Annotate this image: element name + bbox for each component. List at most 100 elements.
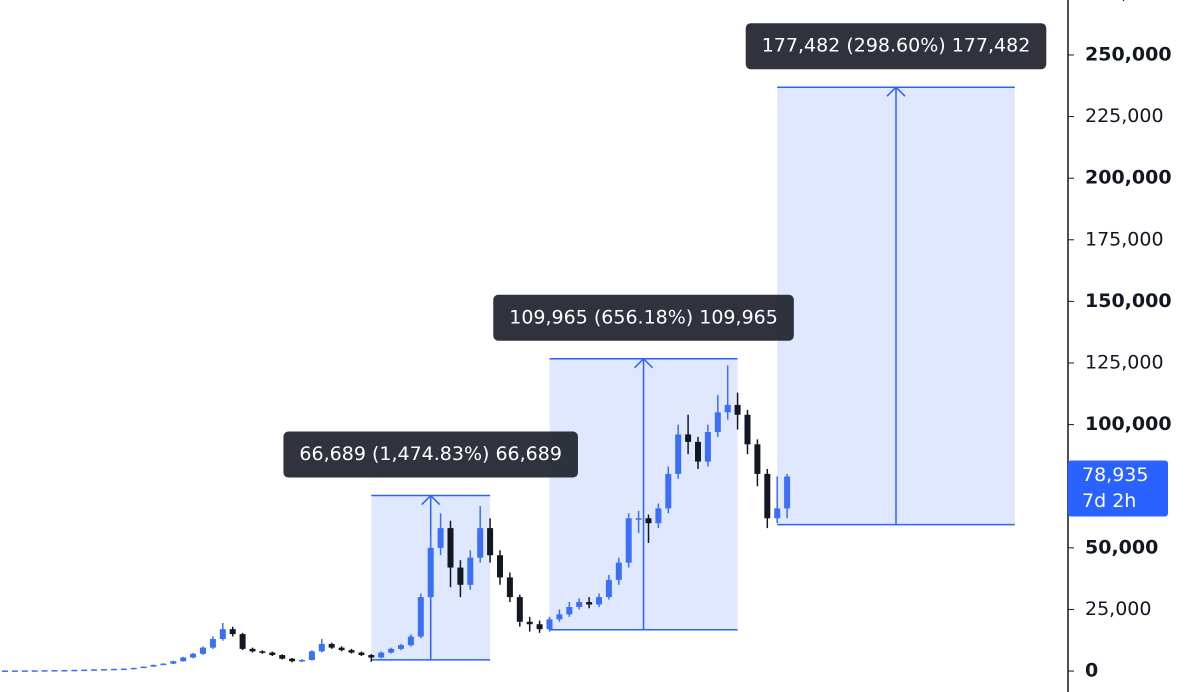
candle-body bbox=[645, 518, 652, 524]
candle-body bbox=[249, 648, 256, 652]
candle-body bbox=[348, 650, 355, 653]
last-price-label: 78,935 bbox=[1082, 464, 1148, 486]
arrow-head bbox=[886, 86, 906, 97]
candle-body bbox=[130, 667, 137, 670]
measure-label-bg bbox=[283, 431, 578, 478]
countdown-label: 7d 2h bbox=[1082, 490, 1136, 512]
candle-body bbox=[724, 404, 731, 413]
candle-body bbox=[516, 597, 523, 622]
candle-body bbox=[289, 658, 296, 662]
candle-body bbox=[576, 602, 583, 607]
measure-label: 109,965 (656.18%) 109,965 bbox=[509, 306, 778, 328]
candle-body bbox=[487, 528, 494, 556]
candle-body bbox=[101, 669, 107, 671]
candle-body bbox=[200, 647, 206, 654]
candle-body bbox=[497, 555, 503, 578]
candle-body bbox=[398, 645, 404, 649]
candle-body bbox=[556, 614, 563, 620]
candle-body bbox=[279, 655, 286, 659]
candle-body bbox=[635, 518, 642, 520]
candle-body bbox=[447, 528, 454, 568]
candle-body bbox=[566, 606, 573, 615]
last-price-tag bbox=[1068, 460, 1168, 517]
candle-body bbox=[764, 473, 771, 519]
candle-body bbox=[586, 602, 593, 605]
candle-body bbox=[536, 624, 543, 630]
candle-body bbox=[506, 577, 513, 598]
candle-body bbox=[71, 669, 78, 672]
y-tick-label: 50,000 bbox=[1085, 536, 1158, 558]
arrow-head bbox=[421, 494, 441, 506]
candle-body bbox=[91, 669, 98, 671]
candle-body bbox=[655, 508, 662, 524]
candle-body bbox=[596, 597, 602, 605]
candle-body bbox=[526, 621, 533, 625]
candle-body bbox=[378, 652, 385, 658]
y-tick-label: 250,000 bbox=[1085, 43, 1172, 65]
candle-body bbox=[457, 567, 464, 585]
measure-label-bg bbox=[493, 294, 794, 341]
candle-body bbox=[685, 434, 692, 442]
candle-body bbox=[417, 597, 424, 637]
arrow-head bbox=[634, 357, 654, 369]
y-tick-label: 275,000 bbox=[1085, 0, 1164, 4]
candle-body bbox=[81, 669, 88, 672]
candle-body bbox=[299, 659, 305, 662]
candle-body bbox=[665, 473, 672, 509]
candle-body bbox=[625, 518, 632, 563]
candle-body bbox=[120, 668, 127, 671]
candle-body bbox=[41, 670, 48, 672]
candle-body bbox=[695, 441, 701, 462]
y-tick-label: 25,000 bbox=[1085, 598, 1151, 620]
candle-body bbox=[180, 657, 187, 662]
y-tick-label: 200,000 bbox=[1085, 167, 1172, 189]
candle-body bbox=[160, 663, 167, 666]
candle-body bbox=[219, 629, 226, 640]
candle-body bbox=[714, 412, 721, 433]
candle-body bbox=[110, 668, 117, 671]
candle-body bbox=[338, 647, 345, 651]
candle-body bbox=[427, 547, 434, 598]
candle-body bbox=[308, 651, 315, 660]
candle-body bbox=[229, 629, 236, 635]
candle-body bbox=[368, 655, 375, 658]
candle-body bbox=[328, 643, 335, 648]
candle-body bbox=[704, 432, 711, 462]
candle-body bbox=[774, 508, 781, 519]
candle-body bbox=[31, 670, 38, 672]
y-tick-label: 125,000 bbox=[1085, 352, 1164, 374]
candle-body bbox=[546, 619, 553, 630]
candle-body bbox=[318, 643, 325, 652]
candle-body bbox=[51, 670, 58, 672]
candle-body bbox=[150, 664, 157, 667]
candle-body bbox=[675, 434, 682, 474]
candle-body bbox=[467, 557, 474, 585]
candle-body bbox=[605, 579, 612, 598]
measure-label: 177,482 (298.60%) 177,482 bbox=[762, 35, 1031, 57]
candle-body bbox=[388, 648, 395, 653]
y-tick-label: 225,000 bbox=[1085, 105, 1164, 127]
candle-body bbox=[358, 652, 365, 656]
candle-body bbox=[754, 444, 761, 474]
candle-body bbox=[2, 670, 8, 672]
candle-body bbox=[407, 636, 414, 646]
y-tick-label: 100,000 bbox=[1085, 413, 1172, 435]
candle-body bbox=[11, 670, 18, 672]
candle-body bbox=[269, 652, 276, 656]
candle-body bbox=[259, 651, 266, 653]
candle-body bbox=[170, 661, 177, 664]
measure-label: 66,689 (1,474.83%) 66,689 bbox=[299, 443, 562, 465]
y-tick-label: 0 bbox=[1085, 660, 1098, 682]
y-tick-label: 150,000 bbox=[1085, 290, 1172, 312]
candle-body bbox=[190, 653, 197, 658]
candle-body bbox=[615, 562, 622, 580]
candle-body bbox=[239, 634, 246, 649]
candle-body bbox=[209, 639, 216, 648]
candle-body bbox=[784, 476, 791, 509]
measure-label-bg bbox=[745, 23, 1047, 70]
candle-body bbox=[61, 670, 68, 672]
candle-body bbox=[140, 666, 147, 669]
y-tick-label: 175,000 bbox=[1085, 228, 1164, 250]
